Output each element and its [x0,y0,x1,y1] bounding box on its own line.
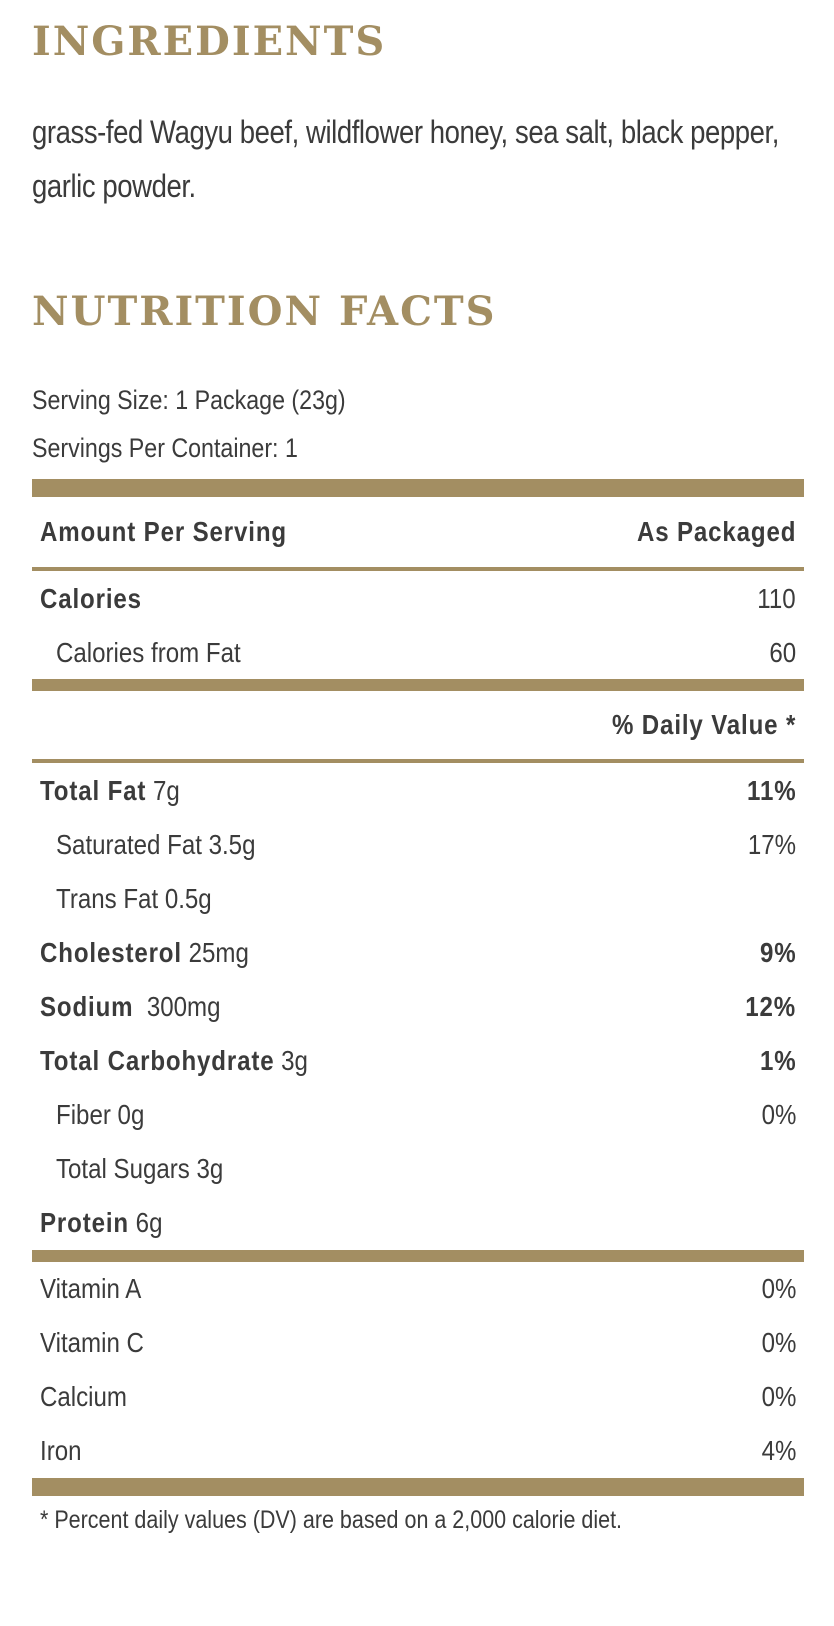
thick-divider [32,1478,804,1496]
daily-value-footnote: * Percent daily values (DV) are based on… [40,1506,623,1534]
calories-row: Calories 110 [32,579,804,619]
nutrient-row-sodium: Sodium 300mg 12% [32,987,804,1027]
nutrient-dv: 0% [761,1099,796,1130]
ingredients-title: INGREDIENTS [32,18,387,65]
nutrient-name: Fiber 0g [56,1099,145,1130]
nutrient-name: Total Carbohydrate [40,1045,275,1076]
daily-value-header-row: % Daily Value * [32,705,804,745]
amount-per-serving-label: Amount Per Serving [40,516,287,547]
nutrient-row-fiber: Fiber 0g 0% [32,1095,804,1135]
nutrition-facts-title: NUTRITION FACTS [32,288,497,335]
thin-divider [32,567,804,571]
amount-header-row: Amount Per Serving As Packaged [32,512,804,552]
calories-value: 110 [757,583,796,614]
nutrient-amount: 3g [281,1045,308,1076]
medium-divider [32,679,804,691]
vitamin-name: Iron [40,1435,82,1466]
vitamin-row-c: Vitamin C 0% [32,1323,804,1363]
serving-size: Serving Size: 1 Package (23g) [32,385,346,415]
vitamin-name: Vitamin C [40,1327,144,1358]
nutrient-name: Cholesterol [40,937,182,968]
thin-divider [32,759,804,763]
vitamin-dv: 4% [761,1435,796,1466]
calories-from-fat-value: 60 [769,637,796,668]
nutrient-name: Trans Fat 0.5g [56,883,212,914]
vitamin-dv: 0% [761,1327,796,1358]
nutrient-name: Protein [40,1207,129,1238]
vitamin-name: Calcium [40,1381,127,1412]
nutrient-name: Sodium [40,991,134,1022]
nutrient-row-total-carbohydrate: Total Carbohydrate 3g 1% [32,1041,804,1081]
daily-value-header: % Daily Value * [611,709,796,740]
nutrient-row-trans-fat: Trans Fat 0.5g [32,879,804,919]
nutrient-amount: 300mg [140,991,221,1022]
nutrient-amount: 7g [152,775,180,806]
calories-from-fat-label: Calories from Fat [56,637,241,668]
vitamin-row-a: Vitamin A 0% [32,1269,804,1309]
nutrient-name: Total Sugars 3g [56,1153,224,1184]
vitamin-name: Vitamin A [40,1273,142,1304]
nutrient-row-protein: Protein 6g [32,1203,804,1243]
nutrient-dv: 9% [759,937,796,968]
servings-per-container: Servings Per Container: 1 [32,433,298,463]
nutrient-name: Total Fat [40,775,147,806]
nutrient-amount: 25mg [188,937,249,968]
nutrient-dv: 17% [747,829,796,860]
ingredients-text: grass-fed Wagyu beef, wildflower honey, … [32,114,779,204]
vitamin-row-calcium: Calcium 0% [32,1377,804,1417]
nutrient-row-total-sugars: Total Sugars 3g [32,1149,804,1189]
nutrient-row-total-fat: Total Fat 7g 11% [32,771,804,811]
nutrient-name: Saturated Fat 3.5g [56,829,256,860]
vitamin-dv: 0% [761,1381,796,1412]
calories-from-fat-row: Calories from Fat 60 [32,633,804,673]
nutrient-dv: 1% [759,1045,796,1076]
thick-divider [32,479,804,497]
vitamin-dv: 0% [761,1273,796,1304]
vitamin-row-iron: Iron 4% [32,1431,804,1471]
nutrient-dv: 12% [745,991,796,1022]
nutrient-row-cholesterol: Cholesterol 25mg 9% [32,933,804,973]
nutrient-amount: 6g [135,1207,163,1238]
nutrient-dv: 11% [746,775,796,806]
as-packaged-label: As Packaged [636,516,796,547]
calories-label: Calories [40,583,142,614]
nutrient-row-saturated-fat: Saturated Fat 3.5g 17% [32,825,804,865]
medium-divider [32,1250,804,1262]
